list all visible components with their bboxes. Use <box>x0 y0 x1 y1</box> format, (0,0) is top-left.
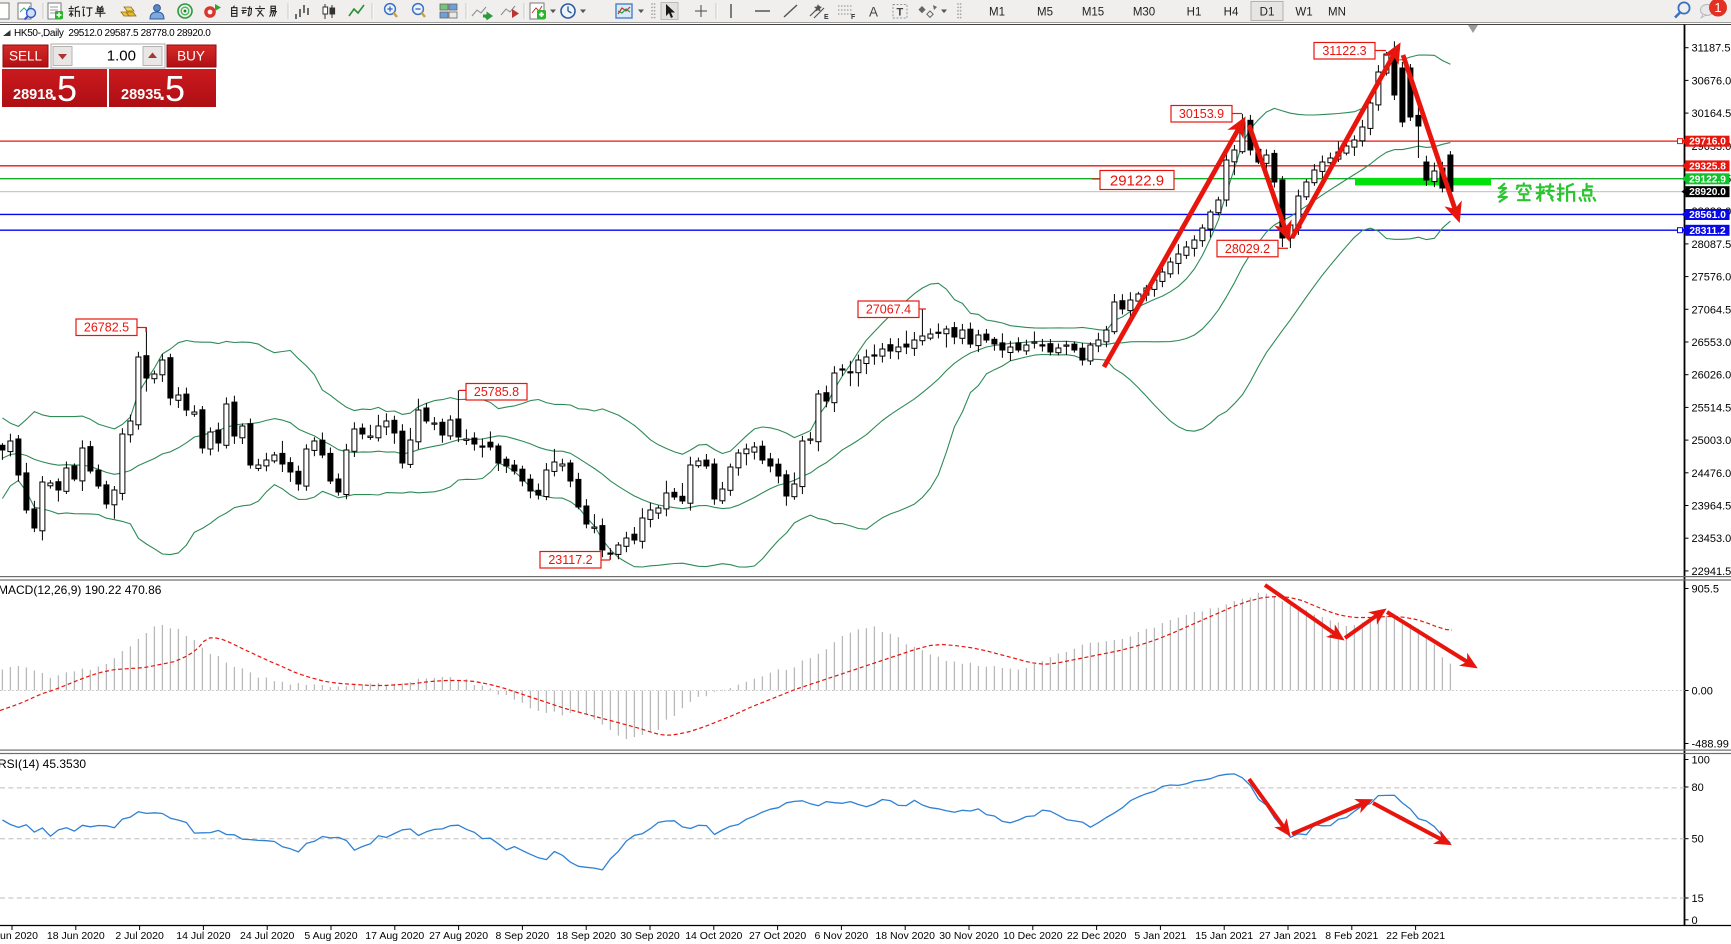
svg-text:22 Dec 2020: 22 Dec 2020 <box>1067 930 1127 942</box>
svg-text:23117.2: 23117.2 <box>548 553 592 567</box>
svg-text:25785.8: 25785.8 <box>474 385 519 399</box>
svg-text:23453.0: 23453.0 <box>1692 533 1731 545</box>
svg-text:5: 5 <box>57 68 77 109</box>
svg-text:28087.5: 28087.5 <box>1692 239 1731 251</box>
svg-text:8 Sep 2020: 8 Sep 2020 <box>496 930 550 942</box>
svg-text:26026.0: 26026.0 <box>1692 370 1731 382</box>
svg-text:15: 15 <box>1692 893 1704 905</box>
svg-text:25514.5: 25514.5 <box>1692 402 1731 414</box>
svg-text:31122.3: 31122.3 <box>1322 44 1366 58</box>
svg-text:HK50-,Daily 29512.0 29587.5 2: HK50-,Daily 29512.0 29587.5 28778.0 2892… <box>14 28 211 39</box>
svg-text:5: 5 <box>165 68 185 109</box>
svg-text:8 Feb 2021: 8 Feb 2021 <box>1325 930 1378 942</box>
svg-text:W1: W1 <box>1295 7 1312 19</box>
svg-text:17 Aug 2020: 17 Aug 2020 <box>365 930 424 942</box>
svg-text:50: 50 <box>1692 834 1704 846</box>
svg-text:31187.5: 31187.5 <box>1692 43 1731 55</box>
svg-text:23964.5: 23964.5 <box>1692 501 1731 513</box>
svg-text:E: E <box>824 14 829 21</box>
svg-text:905.5: 905.5 <box>1692 584 1720 596</box>
svg-text:H1: H1 <box>1187 7 1202 19</box>
svg-text:15 Jan 2021: 15 Jan 2021 <box>1195 930 1253 942</box>
svg-text:M30: M30 <box>1133 7 1155 19</box>
svg-text:27576.0: 27576.0 <box>1692 272 1731 284</box>
svg-text:22 Feb 2021: 22 Feb 2021 <box>1386 930 1445 942</box>
svg-text:29122.9: 29122.9 <box>1110 173 1164 190</box>
svg-text:5 Jan 2021: 5 Jan 2021 <box>1134 930 1186 942</box>
svg-text:28029.2: 28029.2 <box>1225 242 1270 256</box>
svg-text:D1: D1 <box>1260 7 1275 19</box>
svg-text:SELL: SELL <box>9 49 43 64</box>
svg-text:26553.0: 26553.0 <box>1692 337 1731 349</box>
svg-text:H4: H4 <box>1224 7 1239 19</box>
svg-text:29325.8: 29325.8 <box>1689 161 1726 172</box>
svg-text:MN: MN <box>1328 7 1346 19</box>
svg-text:M15: M15 <box>1082 7 1104 19</box>
svg-text:30676.0: 30676.0 <box>1692 75 1731 87</box>
svg-text:30 Nov 2020: 30 Nov 2020 <box>939 930 999 942</box>
svg-text:30164.5: 30164.5 <box>1692 108 1731 120</box>
svg-text:-488.99: -488.99 <box>1692 739 1729 751</box>
svg-text:RSI(14) 45.3530: RSI(14) 45.3530 <box>0 757 86 771</box>
svg-text:BUY: BUY <box>177 49 205 64</box>
svg-text:27064.5: 27064.5 <box>1692 304 1731 316</box>
svg-text:26782.5: 26782.5 <box>84 321 129 335</box>
svg-text:27 Aug 2020: 27 Aug 2020 <box>429 930 488 942</box>
svg-text:14 Oct 2020: 14 Oct 2020 <box>685 930 742 942</box>
svg-text:27 Jan 2021: 27 Jan 2021 <box>1259 930 1317 942</box>
svg-text:0.00: 0.00 <box>1692 686 1713 698</box>
svg-text:1: 1 <box>1714 0 1721 15</box>
svg-text:10 Dec 2020: 10 Dec 2020 <box>1003 930 1063 942</box>
svg-text:30 Sep 2020: 30 Sep 2020 <box>620 930 680 942</box>
svg-text:F: F <box>851 14 856 21</box>
svg-text:M1: M1 <box>989 7 1005 19</box>
svg-text:2 Jul 2020: 2 Jul 2020 <box>115 930 164 942</box>
svg-text:100: 100 <box>1692 755 1710 767</box>
svg-text:29716.0: 29716.0 <box>1689 137 1726 148</box>
svg-text:A: A <box>869 5 878 20</box>
svg-text:6 Nov 2020: 6 Nov 2020 <box>815 930 869 942</box>
svg-text:18 Jun 2020: 18 Jun 2020 <box>47 930 105 942</box>
svg-text:25003.0: 25003.0 <box>1692 435 1731 447</box>
svg-text:5 Aug 2020: 5 Aug 2020 <box>304 930 357 942</box>
svg-text:28920.0: 28920.0 <box>1689 187 1726 198</box>
svg-text:80: 80 <box>1692 782 1704 794</box>
svg-text:24476.0: 24476.0 <box>1692 468 1731 480</box>
svg-text:.: . <box>159 80 165 105</box>
svg-text:28918: 28918 <box>13 87 53 103</box>
svg-text:24 Jul 2020: 24 Jul 2020 <box>240 930 294 942</box>
svg-text:28311.2: 28311.2 <box>1689 226 1726 237</box>
svg-text:1.00: 1.00 <box>107 48 136 65</box>
svg-text:29122.9: 29122.9 <box>1689 174 1726 185</box>
svg-text:30153.9: 30153.9 <box>1179 107 1224 121</box>
svg-text:0: 0 <box>1692 915 1698 927</box>
svg-text:2 Jun 2020: 2 Jun 2020 <box>0 930 38 942</box>
svg-text:27 Oct 2020: 27 Oct 2020 <box>749 930 806 942</box>
svg-text:.: . <box>51 80 57 105</box>
svg-text:MACD(12,26,9) 190.22 470.86: MACD(12,26,9) 190.22 470.86 <box>0 583 162 597</box>
svg-text:M5: M5 <box>1037 7 1053 19</box>
svg-text:28561.0: 28561.0 <box>1689 210 1726 221</box>
svg-text:18 Sep 2020: 18 Sep 2020 <box>556 930 616 942</box>
svg-text:14 Jul 2020: 14 Jul 2020 <box>176 930 230 942</box>
svg-text:22941.5: 22941.5 <box>1692 566 1731 578</box>
svg-text:T: T <box>897 7 904 19</box>
svg-text:28935: 28935 <box>121 87 161 103</box>
svg-text:27067.4: 27067.4 <box>866 303 911 317</box>
svg-text:18 Nov 2020: 18 Nov 2020 <box>875 930 935 942</box>
